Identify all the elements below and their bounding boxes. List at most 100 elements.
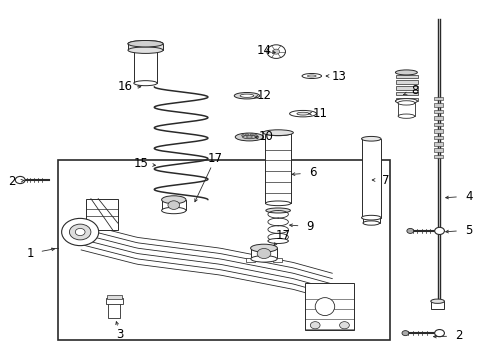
Bar [265, 134, 290, 203]
Circle shape [406, 228, 413, 233]
Ellipse shape [161, 207, 185, 214]
Text: 12: 12 [256, 89, 271, 102]
Ellipse shape [134, 81, 157, 86]
Bar [430, 301, 444, 309]
Bar [433, 129, 443, 133]
Text: 15: 15 [133, 157, 148, 170]
Bar [433, 155, 443, 158]
Text: 5: 5 [464, 224, 471, 237]
Bar [362, 217, 379, 223]
Text: 6: 6 [308, 166, 316, 179]
Bar [134, 44, 157, 83]
Ellipse shape [128, 47, 163, 53]
Text: 16: 16 [117, 80, 132, 93]
Text: 13: 13 [331, 69, 346, 82]
Bar [86, 199, 118, 230]
Ellipse shape [234, 93, 259, 99]
Bar [433, 123, 443, 126]
Text: 11: 11 [312, 107, 327, 120]
Ellipse shape [265, 201, 290, 206]
Text: 10: 10 [259, 130, 273, 144]
Circle shape [266, 45, 285, 58]
Bar [108, 300, 120, 318]
Ellipse shape [240, 94, 253, 97]
Bar [433, 97, 443, 100]
Ellipse shape [242, 135, 256, 139]
Bar [397, 103, 414, 116]
Circle shape [401, 330, 408, 336]
Ellipse shape [397, 101, 414, 105]
Ellipse shape [397, 114, 414, 118]
Ellipse shape [265, 131, 290, 136]
Ellipse shape [265, 208, 290, 213]
Bar [128, 44, 163, 50]
Text: 2: 2 [454, 329, 462, 342]
Ellipse shape [395, 70, 416, 75]
Bar [272, 258, 281, 262]
Bar [433, 142, 443, 145]
Text: 7: 7 [382, 174, 389, 186]
Circle shape [245, 134, 248, 136]
Bar [433, 103, 443, 107]
Ellipse shape [361, 136, 380, 141]
Ellipse shape [128, 41, 163, 47]
Bar [433, 148, 443, 152]
Circle shape [434, 227, 444, 234]
Ellipse shape [263, 130, 293, 135]
Circle shape [61, 219, 99, 246]
Circle shape [272, 49, 279, 54]
Circle shape [15, 176, 25, 184]
Circle shape [254, 134, 257, 136]
Ellipse shape [128, 41, 163, 47]
Bar [305, 283, 353, 330]
Bar [105, 298, 123, 305]
Text: 2: 2 [8, 175, 15, 188]
Bar [433, 116, 443, 120]
Ellipse shape [296, 112, 308, 115]
Ellipse shape [267, 238, 288, 243]
Bar [107, 295, 122, 300]
Text: 4: 4 [464, 190, 471, 203]
Bar [395, 80, 417, 84]
Circle shape [310, 321, 320, 329]
Circle shape [167, 201, 179, 210]
Bar [250, 248, 277, 259]
Circle shape [69, 224, 91, 240]
Bar [433, 110, 443, 113]
Text: 3: 3 [116, 328, 123, 341]
Ellipse shape [302, 73, 321, 78]
Circle shape [241, 134, 244, 136]
Ellipse shape [250, 244, 277, 252]
Bar [361, 139, 380, 218]
Bar [161, 200, 185, 211]
Text: 17: 17 [275, 229, 290, 242]
Text: 14: 14 [256, 44, 271, 57]
Bar [433, 135, 443, 139]
Ellipse shape [250, 256, 277, 262]
Ellipse shape [430, 299, 444, 303]
Circle shape [255, 136, 258, 138]
Ellipse shape [307, 75, 316, 77]
Bar [395, 98, 417, 101]
Ellipse shape [315, 298, 334, 316]
Ellipse shape [161, 196, 185, 204]
Circle shape [250, 134, 253, 136]
Circle shape [75, 228, 85, 235]
Ellipse shape [395, 99, 416, 104]
Bar [395, 86, 417, 90]
Ellipse shape [361, 215, 380, 220]
Text: 9: 9 [306, 220, 313, 233]
Text: 1: 1 [26, 247, 34, 260]
Ellipse shape [235, 133, 263, 141]
Ellipse shape [362, 221, 379, 225]
Text: 8: 8 [410, 84, 418, 97]
Circle shape [434, 329, 444, 337]
Circle shape [257, 248, 270, 258]
Ellipse shape [246, 136, 252, 138]
Bar [246, 258, 255, 262]
Bar [395, 75, 417, 78]
Ellipse shape [289, 111, 316, 117]
Bar [58, 160, 389, 339]
Circle shape [339, 321, 348, 329]
Text: 17: 17 [207, 152, 223, 165]
